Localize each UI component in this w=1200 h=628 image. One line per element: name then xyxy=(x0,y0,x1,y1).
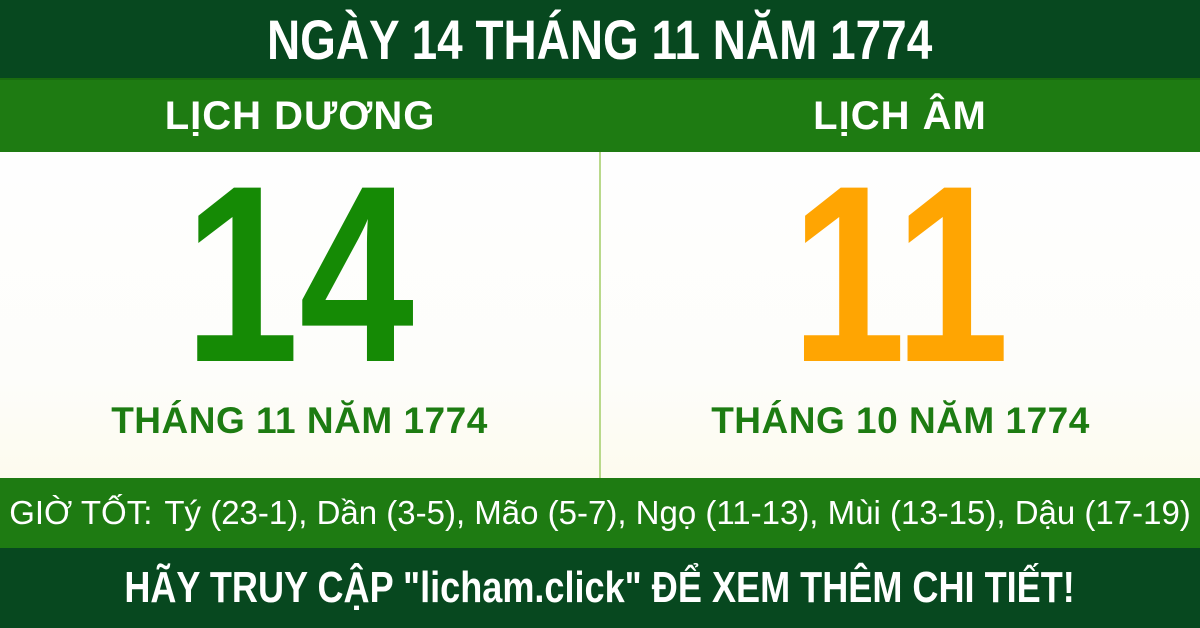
good-hours-bar: GIỜ TỐT: Tý (23-1), Dần (3-5), Mão (5-7)… xyxy=(0,478,1200,548)
calendar-type-band: LỊCH DƯƠNG LỊCH ÂM xyxy=(0,78,1200,152)
solar-panel: 14 THÁNG 11 NĂM 1774 xyxy=(0,134,599,478)
lunar-month-year: THÁNG 10 NĂM 1774 xyxy=(711,399,1090,441)
calendar-panels: 14 THÁNG 11 NĂM 1774 11 THÁNG 10 NĂM 177… xyxy=(0,134,1200,478)
solar-month-year: THÁNG 11 NĂM 1774 xyxy=(111,399,488,441)
good-hours-list: Tý (23-1), Dần (3-5), Mão (5-7), Ngọ (11… xyxy=(164,494,1191,531)
header-bar: NGÀY 14 THÁNG 11 NĂM 1774 xyxy=(0,0,1200,78)
page-title: NGÀY 14 THÁNG 11 NĂM 1774 xyxy=(267,7,933,71)
column-divider xyxy=(599,152,601,478)
footer-bar: HÃY TRUY CẬP "licham.click" ĐỂ XEM THÊM … xyxy=(0,548,1200,628)
lunar-day-number: 11 xyxy=(791,134,1010,415)
solar-calendar-label: LỊCH DƯƠNG xyxy=(164,93,436,138)
lunar-panel: 11 THÁNG 10 NĂM 1774 xyxy=(601,134,1200,478)
good-hours-label: GIỜ TỐT: xyxy=(9,494,153,531)
footer-cta: HÃY TRUY CẬP "licham.click" ĐỂ XEM THÊM … xyxy=(124,563,1076,612)
lunar-calendar-label: LỊCH ÂM xyxy=(813,93,987,138)
solar-day-number: 14 xyxy=(184,134,415,415)
